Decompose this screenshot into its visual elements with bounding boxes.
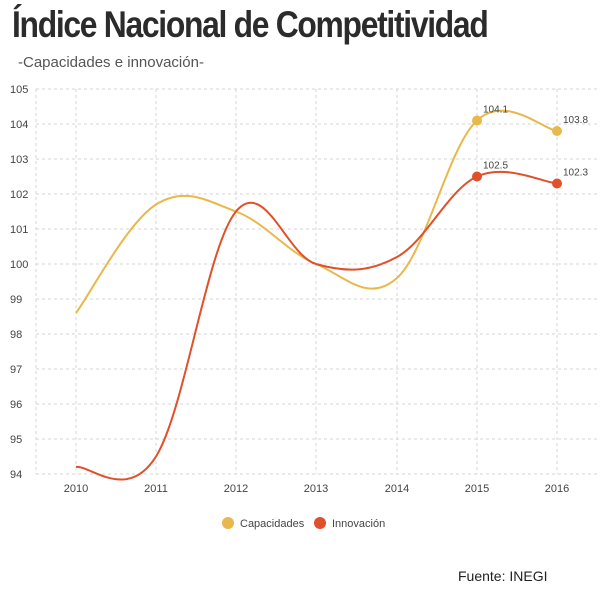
data-label: 102.5 bbox=[483, 161, 508, 172]
y-tick-label: 95 bbox=[10, 434, 22, 446]
y-tick-label: 97 bbox=[10, 364, 22, 376]
chart-title: Índice Nacional de Competitividad bbox=[12, 4, 489, 45]
y-tick-label: 96 bbox=[10, 399, 22, 411]
data-label: 104.1 bbox=[483, 105, 508, 116]
chart-subtitle: -Capacidades e innovación- bbox=[18, 54, 204, 71]
x-tick-label: 2012 bbox=[224, 483, 248, 495]
series-line-innovacion bbox=[75, 170, 558, 481]
y-tick-label: 94 bbox=[10, 469, 22, 481]
legend-swatch bbox=[314, 517, 326, 529]
legend-label: Innovación bbox=[332, 518, 385, 530]
y-tick-label: 99 bbox=[10, 294, 22, 306]
x-tick-label: 2015 bbox=[465, 483, 489, 495]
y-tick-label: 102 bbox=[10, 189, 28, 201]
x-tick-label: 2013 bbox=[304, 483, 328, 495]
y-tick-label: 103 bbox=[10, 154, 28, 166]
data-label: 102.3 bbox=[563, 168, 588, 179]
data-point bbox=[472, 171, 482, 182]
y-tick-label: 104 bbox=[10, 119, 28, 131]
x-tick-label: 2010 bbox=[64, 483, 88, 495]
x-tick-label: 2011 bbox=[144, 483, 168, 495]
legend-swatch bbox=[222, 517, 234, 529]
x-tick-label: 2016 bbox=[545, 483, 569, 495]
source-note: Fuente: INEGI bbox=[458, 568, 548, 584]
data-label: 103.8 bbox=[563, 115, 588, 126]
y-tick-label: 105 bbox=[10, 84, 28, 96]
y-tick-label: 100 bbox=[10, 259, 28, 271]
data-point bbox=[472, 115, 482, 126]
x-tick-label: 2014 bbox=[385, 483, 409, 495]
line-chart: 94 95 96 97 98 99 100 101 102 103 104 105 2010 2011 20… bbox=[10, 84, 597, 530]
y-tick-label: 101 bbox=[10, 224, 28, 236]
y-tick-label: 98 bbox=[10, 329, 22, 341]
data-point bbox=[552, 126, 562, 136]
data-point bbox=[552, 178, 562, 189]
legend-label: Capacidades bbox=[240, 518, 305, 530]
